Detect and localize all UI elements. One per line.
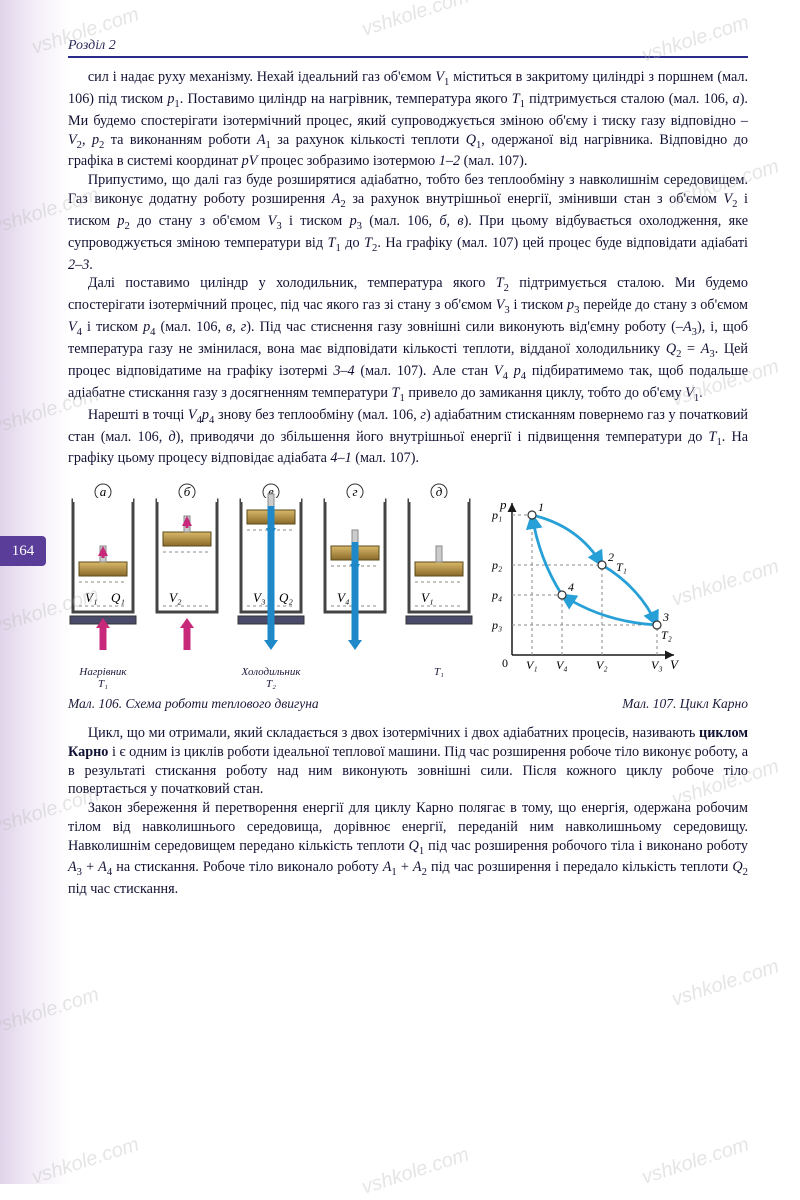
body-paragraph: сил і надає руху механізму. Нехай ідеаль… bbox=[68, 68, 748, 171]
cylinder-в: в V₃ Q₂ ХолодильникT₂ bbox=[236, 482, 306, 690]
body-paragraph: Припустимо, що далі газ буде розширятися… bbox=[68, 171, 748, 274]
svg-text:V₁: V₁ bbox=[526, 658, 538, 672]
svg-text:V₁: V₁ bbox=[421, 590, 433, 605]
figures-row: а V₁ Q₁ НагрівникT₁ bbox=[68, 482, 748, 690]
svg-text:V: V bbox=[670, 657, 680, 672]
svg-text:0: 0 bbox=[502, 656, 508, 670]
svg-text:Q₁: Q₁ bbox=[111, 590, 125, 605]
watermark: vshkole.com bbox=[669, 955, 782, 1011]
section-header: Розділ 2 bbox=[68, 38, 748, 58]
svg-text:V₄: V₄ bbox=[556, 658, 568, 672]
page-number: 164 bbox=[0, 536, 46, 566]
svg-text:T₁: T₁ bbox=[616, 560, 627, 574]
svg-text:V₃: V₃ bbox=[651, 658, 663, 672]
cylinder-base-label: T₁ bbox=[404, 666, 474, 678]
body-paragraph: Далі поставимо циліндр у холодильник, те… bbox=[68, 274, 748, 405]
cylinder-base-label: НагрівникT₁ bbox=[68, 666, 138, 690]
svg-text:а: а bbox=[100, 484, 107, 499]
svg-text:3: 3 bbox=[662, 610, 669, 624]
svg-text:V₄: V₄ bbox=[337, 590, 350, 605]
cylinder-д: д V₁ T₁ bbox=[404, 482, 474, 678]
svg-text:V₃: V₃ bbox=[253, 590, 265, 605]
svg-text:p₃: p₃ bbox=[491, 618, 502, 632]
body-paragraph: Цикл, що ми отримали, який складається з… bbox=[68, 724, 748, 799]
figure-captions: Мал. 106. Схема роботи теплового двигуна… bbox=[68, 696, 748, 712]
cylinder-svg: г V₄ bbox=[320, 482, 390, 662]
body-paragraph: Закон збереження й перетворення енергії … bbox=[68, 799, 748, 899]
page-content: Розділ 2 сил і надає руху механізму. Нех… bbox=[0, 0, 800, 939]
svg-text:б: б bbox=[184, 484, 191, 499]
svg-text:д: д bbox=[436, 484, 443, 499]
cylinder-svg: б V₂ bbox=[152, 482, 222, 662]
fig106-caption: Мал. 106. Схема роботи теплового двигуна bbox=[68, 696, 319, 712]
svg-text:V₁: V₁ bbox=[85, 590, 97, 605]
cylinder-svg: в V₃ Q₂ bbox=[236, 482, 306, 662]
svg-text:г: г bbox=[352, 484, 357, 499]
svg-text:p₂: p₂ bbox=[491, 558, 502, 572]
cylinder-svg: а V₁ Q₁ bbox=[68, 482, 138, 662]
body-paragraph: Нарешті в точці V4p4 знову без теплообмі… bbox=[68, 406, 748, 469]
svg-text:p₄: p₄ bbox=[491, 588, 502, 602]
svg-text:Q₂: Q₂ bbox=[279, 590, 293, 605]
fig107-caption: Мал. 107. Цикл Карно bbox=[622, 696, 748, 712]
cylinder-base-label: ХолодильникT₂ bbox=[236, 666, 306, 690]
svg-text:V₂: V₂ bbox=[169, 590, 182, 605]
svg-text:T₂: T₂ bbox=[661, 628, 672, 642]
svg-text:p₁: p₁ bbox=[491, 508, 502, 522]
svg-text:4: 4 bbox=[568, 580, 574, 594]
cylinder-б: б V₂ bbox=[152, 482, 222, 666]
cylinder-а: а V₁ Q₁ НагрівникT₁ bbox=[68, 482, 138, 690]
cylinder-г: г V₄ bbox=[320, 482, 390, 666]
watermark: vshkole.com bbox=[639, 1133, 752, 1189]
carnot-graph-svg: p V 0 1 2 3 4 T₁ T₂ p₁ p₂ p₄ p₃ V₁ V₄ V₂… bbox=[482, 495, 682, 685]
carnot-graph: p V 0 1 2 3 4 T₁ T₂ p₁ p₂ p₄ p₃ V₁ V₄ V₂… bbox=[482, 495, 682, 690]
cylinder-svg: д V₁ bbox=[404, 482, 474, 662]
svg-text:V₂: V₂ bbox=[596, 658, 608, 672]
svg-text:2: 2 bbox=[608, 550, 614, 564]
watermark: vshkole.com bbox=[359, 1143, 472, 1199]
svg-text:1: 1 bbox=[538, 500, 544, 514]
